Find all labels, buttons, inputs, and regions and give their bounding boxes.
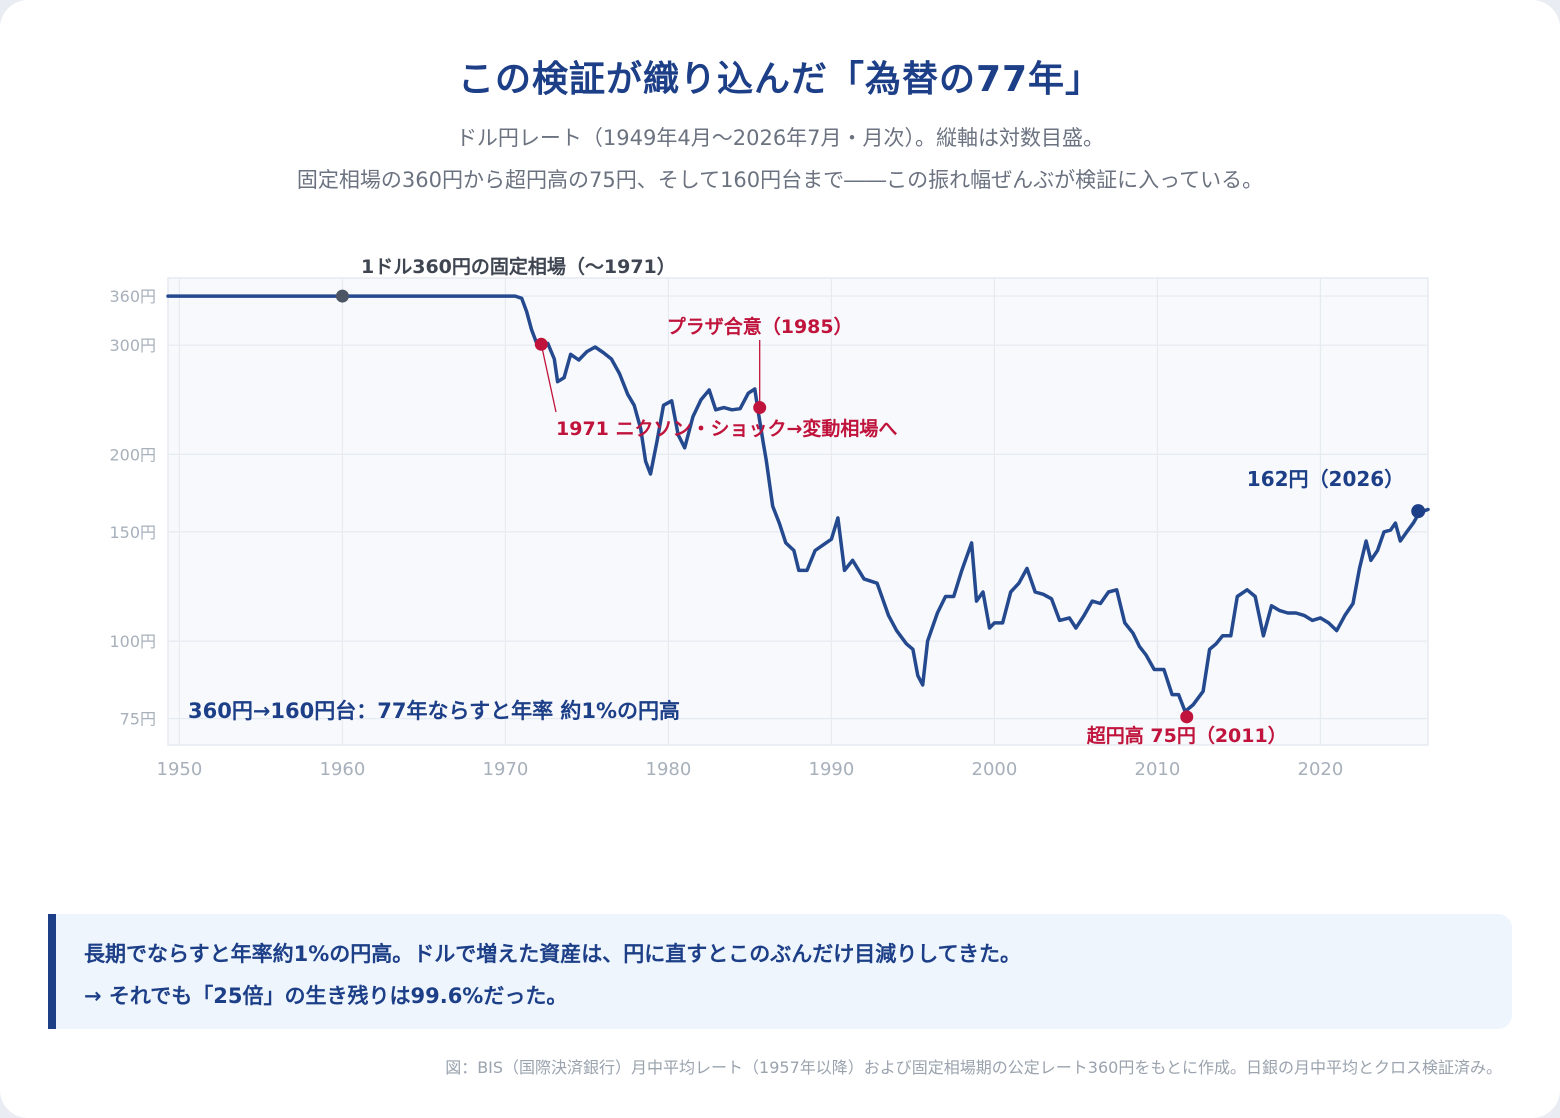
x-tick-label: 1980	[646, 759, 692, 780]
x-tick-label: 2010	[1135, 759, 1181, 780]
plaza-accord-label: プラザ合意（1985）	[667, 315, 853, 338]
x-tick-label: 1950	[157, 759, 203, 780]
y-tick-label: 300円	[109, 336, 156, 355]
nixon-shock-label: 1971 ニクソン・ショック→変動相場へ	[556, 417, 897, 440]
latest-rate-marker	[1411, 504, 1426, 519]
source-note: 図：BIS（国際決済銀行）月中平均レート（1957年以降）および固定相場期の公定…	[445, 1058, 1502, 1077]
gridlines	[168, 278, 1428, 745]
summary-annotation: 360円→160円台：77年ならすと年率 約1%の円高	[188, 699, 680, 723]
y-tick-label: 100円	[109, 632, 156, 651]
callout-line-1: 長期でならすと年率約1%の円高。ドルで増えた資産は、円に直すとこのぶんだけ目減り…	[84, 942, 1021, 966]
fixed-rate-marker	[335, 289, 349, 303]
nixon-leader-line	[540, 344, 557, 413]
usd-jpy-series-line	[166, 294, 1430, 714]
chart-title: この検証が織り込んだ「為替の77年」	[457, 59, 1103, 100]
y-tick-label: 360円	[109, 287, 156, 306]
x-tick-label: 1960	[320, 759, 366, 780]
x-tick-label: 1990	[809, 759, 855, 780]
usd-jpy-line-chart: 75円 100円 150円 200円 300円 360円 1950 1960 1970 1980…	[109, 255, 1430, 780]
x-tick-label: 2000	[972, 759, 1018, 780]
annotations: 1ドル360円の固定相場（～1971） 1971 ニクソン・ショック→変動相場へ…	[188, 255, 1426, 747]
chart-subtitle-line-1: ドル円レート（1949年4月～2026年7月・月次）。縦軸は対数目盛。	[455, 126, 1105, 150]
y-axis-ticks: 75円 100円 150円 200円 300円 360円	[109, 287, 156, 729]
x-tick-label: 1970	[483, 759, 529, 780]
nixon-shock-marker	[534, 337, 548, 351]
y-tick-label: 150円	[109, 523, 156, 542]
latest-rate-label: 162円（2026）	[1247, 467, 1404, 491]
takeaway-callout: 長期でならすと年率約1%の円高。ドルで増えた資産は、円に直すとこのぶんだけ目減り…	[48, 914, 1512, 1029]
y-tick-label: 75円	[120, 710, 156, 729]
callout-line-2: → それでも「25倍」の生き残りは99.6%だった。	[84, 984, 568, 1008]
x-axis-ticks: 1950 1960 1970 1980 1990 2000 2010 2020	[157, 759, 1344, 780]
plot-area	[167, 277, 1429, 746]
chart-subtitle-line-2: 固定相場の360円から超円高の75円、そして160円台まで――この振れ幅ぜんぶが…	[296, 168, 1264, 192]
fixed-rate-label: 1ドル360円の固定相場（～1971）	[361, 255, 676, 278]
y-tick-label: 200円	[109, 445, 156, 464]
record-high-yen-marker	[1180, 710, 1194, 724]
x-tick-label: 2020	[1298, 759, 1344, 780]
plaza-accord-marker	[753, 401, 767, 415]
record-high-yen-label: 超円高 75円（2011）	[1086, 724, 1287, 747]
